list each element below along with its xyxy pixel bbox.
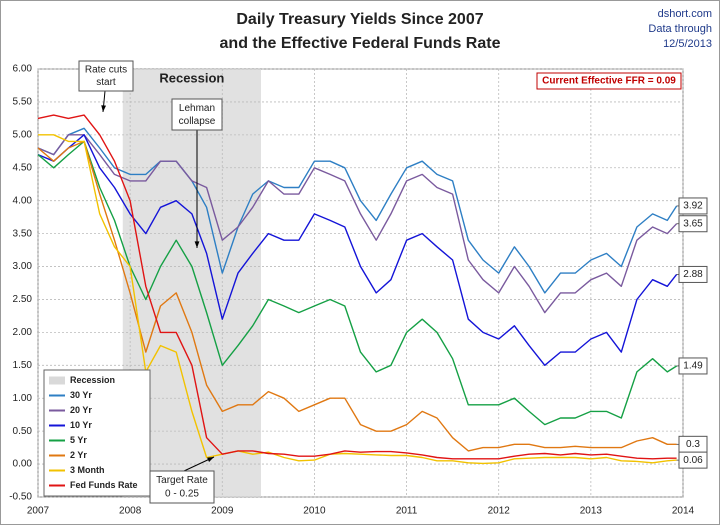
chart-title: Daily Treasury Yields Since 2007	[236, 11, 483, 28]
y-tick-label: 3.00	[13, 261, 33, 272]
lehman-annotation: collapse	[179, 116, 216, 127]
end-label: 0.06	[683, 455, 703, 466]
end-label-box	[678, 451, 708, 469]
y-tick-label: 3.50	[13, 228, 33, 239]
end-label-box	[678, 357, 708, 375]
legend-label: 20 Yr	[70, 405, 92, 415]
end-label: 0.3	[686, 439, 700, 450]
annotation-arrowhead	[101, 105, 107, 112]
legend-box	[43, 369, 151, 497]
chart-title: and the Effective Federal Funds Rate	[220, 35, 501, 52]
source: 12/5/2013	[663, 38, 712, 50]
legend: Recession 30 Yr 20 Yr 10 Yr 5 Yr 2 Yr 3 Month F…	[43, 369, 151, 497]
series-line	[37, 140, 677, 452]
end-label: 2.88	[683, 269, 703, 280]
legend-label: Recession	[70, 375, 115, 385]
x-tick-label: 2010	[303, 506, 326, 517]
legend-label: 3 Month	[70, 465, 105, 475]
y-tick-label: 4.00	[13, 195, 33, 206]
x-tick-label: 2012	[488, 506, 511, 517]
target-rate-annotation: 0 - 0.25	[165, 489, 199, 500]
lehman-annotation: Lehman	[179, 103, 215, 114]
end-label-box	[678, 265, 708, 283]
y-tick-label: 4.50	[13, 162, 33, 173]
rate-cuts-annotation: start	[96, 77, 116, 88]
ffr-annotation: Current Effective FFR = 0.09	[542, 76, 676, 87]
legend-label: 2 Yr	[70, 450, 87, 460]
legend-swatch	[49, 376, 65, 385]
lehman-annotation-box	[171, 98, 223, 131]
x-tick-label: 2008	[119, 506, 142, 517]
y-tick-label: -0.50	[9, 492, 32, 503]
source: dshort.com	[658, 8, 712, 20]
legend-label: 30 Yr	[70, 390, 92, 400]
legend-label: 10 Yr	[70, 420, 92, 430]
y-tick-label: 5.00	[13, 129, 33, 140]
series-line	[37, 114, 677, 460]
legend-label: 5 Yr	[70, 435, 87, 445]
y-tick-label: 6.00	[13, 64, 33, 75]
series-line	[37, 134, 678, 314]
end-label-box	[678, 215, 708, 233]
legend-label: Fed Funds Rate	[70, 480, 138, 490]
annotation-arrowhead	[194, 241, 200, 248]
end-label: 3.65	[683, 218, 703, 229]
y-tick-label: 1.50	[13, 360, 33, 371]
end-label: 3.92	[683, 201, 703, 212]
y-tick-label: 0.00	[13, 459, 33, 470]
target-rate-annotation: Target Rate	[156, 475, 208, 486]
x-tick-label: 2011	[396, 506, 418, 517]
y-tick-label: 0.50	[13, 426, 33, 437]
y-tick-label: 1.00	[13, 393, 33, 404]
series-line	[37, 127, 678, 294]
x-tick-label: 2013	[580, 506, 603, 517]
x-tick-label: 2014	[672, 506, 695, 517]
x-tick-label: 2007	[27, 506, 50, 517]
ffr-box	[536, 72, 682, 90]
x-tick-label: 2009	[211, 506, 234, 517]
y-tick-label: 2.50	[13, 294, 33, 305]
y-tick-label: 5.50	[13, 97, 33, 108]
end-label: 1.49	[683, 361, 703, 372]
end-label-box	[678, 197, 708, 215]
target-rate-annotation-box	[149, 470, 215, 504]
series-line	[37, 140, 677, 426]
y-tick-label: 2.00	[13, 327, 33, 338]
rate-cuts-annotation: Rate cuts	[85, 65, 127, 76]
recession-label: Recession	[159, 70, 224, 85]
rate-cuts-annotation-box	[78, 60, 134, 92]
annotation-arrowhead	[207, 457, 214, 462]
series-line	[37, 134, 678, 366]
source: Data through	[648, 23, 712, 35]
